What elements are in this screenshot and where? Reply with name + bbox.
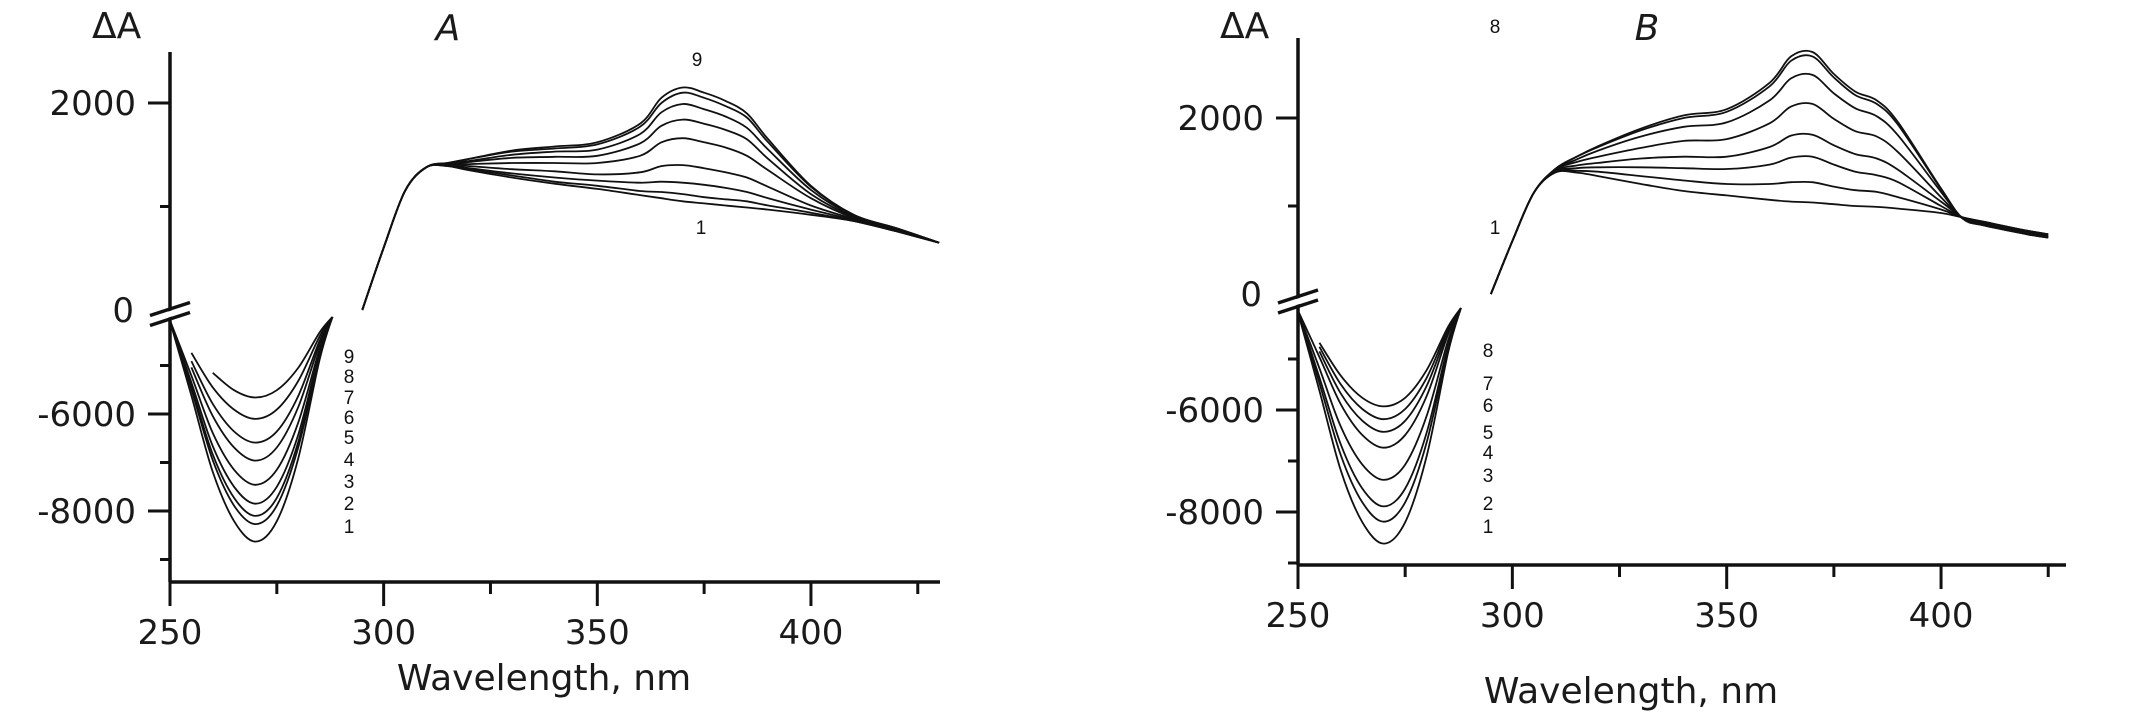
series-2-negative-line <box>169 316 334 526</box>
curve-label-7: 7 <box>1483 374 1494 395</box>
curve-label-1: 1 <box>1483 517 1494 538</box>
y-tick-label: -8000 <box>37 492 136 532</box>
curve-label-7: 7 <box>344 388 355 409</box>
panel-title: A <box>434 8 461 49</box>
series-5-negative-line <box>169 316 334 486</box>
panel-title: B <box>1635 8 1660 49</box>
series-1-negative-line <box>1297 307 1462 545</box>
series-8-negative-line <box>190 316 334 420</box>
y-tick-label: -6000 <box>37 395 136 435</box>
curve-label-2: 2 <box>1483 494 1494 515</box>
curve-label-bottom: 1 <box>696 218 707 239</box>
curve-label-bottom: 1 <box>1490 218 1501 239</box>
curve-label-8: 8 <box>344 367 355 388</box>
series-4-negative-line <box>1297 307 1462 481</box>
curve-label-top: 9 <box>692 50 703 71</box>
axis-break-mark <box>149 300 191 318</box>
x-tick-label: 300 <box>1480 596 1545 636</box>
series-4-negative-line <box>169 316 334 505</box>
series-1-negative-line <box>169 316 334 543</box>
x-tick-label: 350 <box>1694 596 1759 636</box>
x-tick-label: 400 <box>778 613 843 653</box>
panel-a: 250 300 350 400 2000 0 -6000 -8000 ΔA A Wavelength… <box>37 6 940 699</box>
y-tick-label: 2000 <box>49 84 136 124</box>
y-tick-label: 0 <box>1240 275 1262 315</box>
x-tick-label: 250 <box>138 613 203 653</box>
series-6-negative-line <box>1318 307 1462 433</box>
curve-label-4: 4 <box>1483 443 1494 464</box>
axis-break-gap <box>150 304 190 324</box>
x-tick-label: 250 <box>1266 596 1331 636</box>
curve-label-1: 1 <box>344 517 355 538</box>
x-axis-title: Wavelength, nm <box>397 658 691 699</box>
series-8-positive-line <box>1490 49 2049 295</box>
series-2-negative-line <box>1297 307 1462 523</box>
curve-label-5: 5 <box>1483 423 1494 444</box>
curve-label-8: 8 <box>1483 341 1494 362</box>
curve-label-top: 8 <box>1490 17 1501 38</box>
y-axis-title: ΔA <box>1220 6 1270 47</box>
y-tick-label: -8000 <box>1165 493 1264 533</box>
axis-break-gap <box>1278 292 1318 311</box>
curve-label-6: 6 <box>1483 396 1494 417</box>
series-9-positive-line <box>361 86 940 311</box>
series-2-positive-line <box>1490 168 2049 295</box>
y-tick-label: 0 <box>112 291 134 331</box>
curve-label-5: 5 <box>344 428 355 449</box>
series-5-positive-line <box>1490 102 2049 295</box>
series-1-positive-line <box>1490 170 2049 295</box>
series-3-positive-line <box>1490 155 2049 295</box>
y-tick-label: 2000 <box>1177 99 1264 139</box>
x-tick-label: 300 <box>351 613 416 653</box>
series-7-positive-line <box>1490 54 2049 295</box>
curve-label-4: 4 <box>344 450 355 471</box>
series-9-negative-line <box>212 316 334 399</box>
series-3-positive-line <box>361 163 940 311</box>
curve-label-9: 9 <box>344 347 355 368</box>
curve-label-3: 3 <box>344 472 355 493</box>
series-4-positive-line <box>361 163 940 311</box>
x-axis-title: Wavelength, nm <box>1484 671 1778 712</box>
x-tick-label: 350 <box>565 613 630 653</box>
series-7-negative-line <box>190 316 334 444</box>
series-1-positive-line <box>361 163 940 311</box>
series-5-negative-line <box>1297 307 1462 449</box>
series-7-negative-line <box>1318 307 1462 421</box>
series-2-positive-line <box>361 164 940 311</box>
axis-break-mark <box>149 310 191 328</box>
axis-break-mark <box>1277 298 1319 315</box>
panel-b: 250 300 350 400 2000 0 -6000 -8000 ΔA B Wavelength… <box>1165 6 2066 712</box>
x-tick-label: 400 <box>1909 596 1974 636</box>
curve-label-6: 6 <box>344 408 355 429</box>
curve-label-3: 3 <box>1483 466 1494 487</box>
curve-label-2: 2 <box>344 494 355 515</box>
y-tick-label: -6000 <box>1165 391 1264 431</box>
series-3-negative-line <box>1297 307 1462 508</box>
series-8-negative-line <box>1318 307 1462 408</box>
series-6-negative-line <box>190 316 334 462</box>
y-axis-title: ΔA <box>92 6 142 47</box>
axis-break-mark <box>1277 288 1319 305</box>
